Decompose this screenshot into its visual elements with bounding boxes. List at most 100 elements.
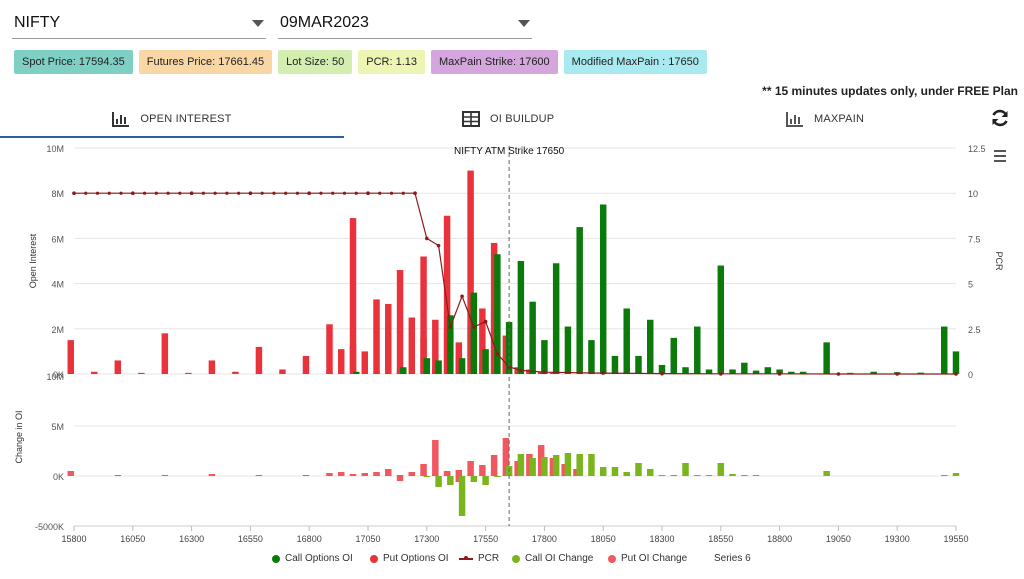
legend-dot-icon xyxy=(512,554,520,563)
call-oi-bar xyxy=(588,340,595,374)
x-tick-label: 18800 xyxy=(767,534,792,544)
pcr-point xyxy=(519,368,523,373)
call-oi-bar xyxy=(682,367,689,374)
call-oi-bar xyxy=(576,227,583,374)
open-interest-chart: 0K 2M 4M 6M 8M 10M 0 2.5 5 7.5 10 12.5 -5000K 0K 5M 10M… xyxy=(14,144,1004,544)
put-oi-bar xyxy=(185,372,192,374)
call-oi-change-bar xyxy=(470,476,478,482)
put-oi-bar xyxy=(349,218,357,374)
x-tick-label: 18550 xyxy=(708,534,733,544)
call-oi-bar xyxy=(470,292,478,374)
pcr-point xyxy=(154,191,158,195)
atm-strike-label: NIFTY ATM Strike 17650 xyxy=(454,146,565,157)
put-oi-bar xyxy=(232,371,239,374)
put-oi-change-bar xyxy=(255,475,263,476)
tab-open-interest-label: OPEN INTEREST xyxy=(140,113,232,125)
pcr-point xyxy=(225,191,229,195)
put-oi-change-bar xyxy=(408,472,416,476)
call-oi-bar xyxy=(788,371,795,374)
put-oi-change-bar xyxy=(467,461,474,476)
put-oi-change-bar xyxy=(161,475,169,476)
call-oi-change-bar xyxy=(564,453,572,476)
call-oi-bar xyxy=(823,342,830,374)
put-oi-change-bar xyxy=(338,472,345,476)
pcr-point xyxy=(213,191,217,195)
call-oi-change-bar xyxy=(529,458,536,476)
put-oi-change-bar xyxy=(396,475,404,476)
table-icon xyxy=(462,111,480,127)
call-oi-bar xyxy=(494,254,501,374)
put-oi-bar xyxy=(479,308,486,374)
tab-open-interest[interactable]: OPEN INTEREST xyxy=(0,102,344,138)
hamburger-menu-icon[interactable] xyxy=(994,150,1006,162)
call-oi-change-bar xyxy=(611,467,619,476)
call-oi-bar xyxy=(776,369,783,374)
put-oi-change-bar xyxy=(208,474,216,476)
pcr-point xyxy=(366,191,370,195)
call-oi-change-bar xyxy=(435,476,442,487)
pcr-point xyxy=(413,191,417,195)
call-oi-change-bar xyxy=(741,475,748,476)
call-oi-bar xyxy=(458,358,466,374)
pcr-line-path xyxy=(74,192,956,375)
pcr-point xyxy=(72,191,76,195)
lot-size-badge: Lot Size: 50 xyxy=(278,50,353,74)
x-tick-label: 17050 xyxy=(355,534,380,544)
call-oi-bar xyxy=(658,364,666,374)
legend-item-put-options-oi[interactable]: Put Options OI xyxy=(370,553,449,564)
legend-label: Series 6 xyxy=(714,553,751,564)
y-tick-label: 4M xyxy=(51,280,64,290)
pcr-point xyxy=(307,191,311,195)
call-oi-bar xyxy=(705,369,713,374)
bar-chart-icon xyxy=(112,111,130,127)
y-axis-title-change-in-oi: Change in OI xyxy=(14,410,24,463)
tab-oi-buildup-label: OI BUILDUP xyxy=(490,113,555,125)
y2-tick-label: 5 xyxy=(968,280,973,290)
legend-label: Put OI Change xyxy=(621,553,688,564)
pcr-line xyxy=(72,191,958,376)
put-oi-change-bar xyxy=(326,473,333,476)
expiry-select[interactable]: 09MAR2023 xyxy=(278,8,532,39)
x-tick-label: 19300 xyxy=(885,534,910,544)
put-oi-bar xyxy=(326,324,333,374)
call-oi-bar xyxy=(670,337,677,374)
pcr-point xyxy=(719,372,723,376)
call-oi-bar xyxy=(741,362,748,374)
call-oi-bar xyxy=(635,355,642,374)
put-oi-bar xyxy=(208,360,216,374)
x-tick-label: 16300 xyxy=(179,534,204,544)
modified-maxpain-badge: Modified MaxPain : 17650 xyxy=(563,50,707,74)
legend-item-series-6[interactable]: Series 6 xyxy=(714,553,751,564)
tab-oi-buildup[interactable]: OI BUILDUP xyxy=(462,102,554,136)
put-oi-change-bar xyxy=(349,474,357,476)
pcr-point xyxy=(319,191,323,195)
bar-chart-icon xyxy=(786,111,804,127)
call-oi-change-bar xyxy=(941,475,948,476)
call-oi-change-bar xyxy=(447,476,454,485)
tab-maxpain[interactable]: MAXPAIN xyxy=(786,102,864,136)
put-oi-bar xyxy=(385,324,392,374)
header-bar: NIFTY 09MAR2023 Spot Price: 17594.35 Fut… xyxy=(0,0,1024,80)
pcr-point xyxy=(954,372,958,376)
pcr-point xyxy=(295,191,300,195)
legend-item-call-oi-change[interactable]: Call OI Change xyxy=(512,553,593,564)
put-oi-bar xyxy=(138,372,145,374)
refresh-icon[interactable] xyxy=(990,108,1010,128)
call-oi-bar xyxy=(952,351,960,374)
pcr-point xyxy=(436,243,441,248)
pcr-point xyxy=(260,191,264,195)
call-oi-change-bar xyxy=(705,475,713,476)
legend-item-call-options-oi[interactable]: Call Options OI xyxy=(272,553,353,564)
call-oi-bar xyxy=(694,326,701,374)
legend-item-pcr[interactable]: PCR xyxy=(459,553,499,564)
call-oi-bar xyxy=(752,370,760,374)
pcr-point xyxy=(777,372,782,376)
put-oi-bar xyxy=(67,340,74,374)
pcr-point xyxy=(84,191,88,195)
symbol-select[interactable]: NIFTY xyxy=(12,8,266,39)
y-axis-title-pcr: PCR xyxy=(994,251,1004,271)
pcr-badge: PCR: 1.13 xyxy=(358,50,425,74)
y-tick-label: 10M xyxy=(46,144,64,154)
legend-item-put-oi-change[interactable]: Put OI Change xyxy=(608,553,687,564)
put-oi-bar xyxy=(114,360,122,374)
